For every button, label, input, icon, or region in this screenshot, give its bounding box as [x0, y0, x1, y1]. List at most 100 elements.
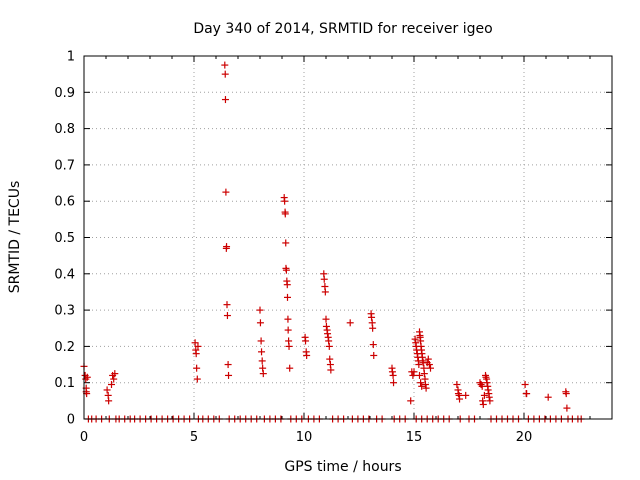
data-point [484, 386, 492, 394]
data-point [485, 393, 493, 401]
data-point [285, 342, 293, 350]
y-tick-label: 0.6 [54, 195, 75, 210]
data-point [416, 371, 423, 379]
data-point [521, 381, 529, 389]
data-point [257, 337, 265, 345]
data-point [369, 324, 377, 332]
y-axis-label: SRMTID / TECUs [7, 181, 23, 294]
y-tick-label: 0.1 [54, 376, 75, 391]
data-point [562, 390, 570, 398]
chart-title: Day 340 of 2014, SRMTID for receiver ige… [193, 21, 492, 37]
data-point [225, 371, 233, 379]
data-point [303, 351, 311, 359]
data-point [281, 210, 289, 218]
data-point [421, 381, 429, 389]
y-tick-label: 0.3 [54, 304, 75, 319]
y-tick-label: 0 [67, 413, 75, 428]
data-point [322, 322, 330, 330]
data-point [258, 348, 266, 356]
data-point [111, 370, 119, 378]
data-point [221, 96, 229, 104]
data-point [302, 337, 310, 345]
data-point [417, 379, 425, 387]
y-tick-label: 0.9 [54, 86, 75, 101]
data-point [422, 384, 430, 392]
data-point [192, 350, 200, 358]
data-point [424, 355, 432, 363]
data-point [479, 400, 487, 408]
data-point [191, 339, 199, 347]
y-tick-label: 1 [67, 50, 75, 65]
data-point [346, 319, 354, 327]
data-point [284, 326, 292, 334]
x-tick-label: 0 [80, 430, 88, 445]
data-point [483, 379, 491, 387]
x-tick-label: 5 [190, 430, 198, 445]
data-point [325, 337, 333, 345]
data-point [222, 188, 230, 196]
data-point [325, 342, 333, 350]
data-point [427, 364, 434, 372]
data-point [193, 375, 201, 383]
data-point [456, 395, 464, 403]
data-point [407, 397, 415, 405]
x-tick-label: 15 [406, 430, 423, 445]
data-point [482, 373, 490, 381]
data-point [256, 319, 264, 327]
data-point [281, 197, 289, 205]
data-point [409, 371, 417, 379]
data-point [221, 70, 229, 78]
data-point [258, 357, 266, 365]
grid [84, 56, 612, 419]
data-point [544, 393, 552, 401]
data-point [223, 301, 231, 309]
data-point [221, 61, 229, 69]
data-point [390, 379, 398, 387]
data-point [83, 373, 91, 381]
data-point [322, 315, 330, 323]
data-point [224, 361, 232, 369]
data-point [103, 386, 111, 394]
data-point [321, 288, 329, 296]
data-point [462, 391, 470, 399]
data-point [415, 361, 423, 369]
data-point [284, 293, 291, 301]
data-point [193, 364, 201, 372]
data-point [82, 375, 90, 383]
data-point [110, 375, 118, 383]
data-point [368, 313, 376, 321]
x-tick-label: 10 [296, 430, 313, 445]
data-point [388, 368, 396, 376]
axis-ticks: 00.10.20.30.40.50.60.70.80.910 5 10 15 20 [54, 50, 613, 445]
y-tick-label: 0.8 [54, 122, 75, 137]
data-point [480, 391, 488, 399]
data-point [410, 368, 418, 376]
plot-frame [83, 55, 613, 420]
y-tick-label: 0.2 [54, 340, 75, 355]
x-tick-label: 20 [516, 430, 533, 445]
data-point [389, 371, 397, 379]
data-point [259, 364, 267, 372]
data-point [223, 312, 231, 320]
y-tick-label: 0.7 [54, 158, 75, 173]
data-point [453, 381, 461, 389]
data-points [80, 61, 585, 423]
data-point [479, 397, 487, 405]
data-point [486, 397, 494, 405]
data-point [477, 381, 485, 389]
data-point [320, 275, 328, 283]
y-tick-label: 0.4 [54, 267, 75, 282]
data-point [286, 364, 294, 372]
data-point [282, 266, 290, 274]
data-point [283, 281, 291, 289]
data-point [425, 361, 433, 369]
data-point [418, 382, 426, 390]
data-point [282, 239, 290, 247]
data-point [523, 390, 531, 398]
data-point [327, 366, 335, 374]
data-point [108, 381, 115, 389]
data-point [324, 330, 332, 338]
data-point [256, 306, 264, 314]
